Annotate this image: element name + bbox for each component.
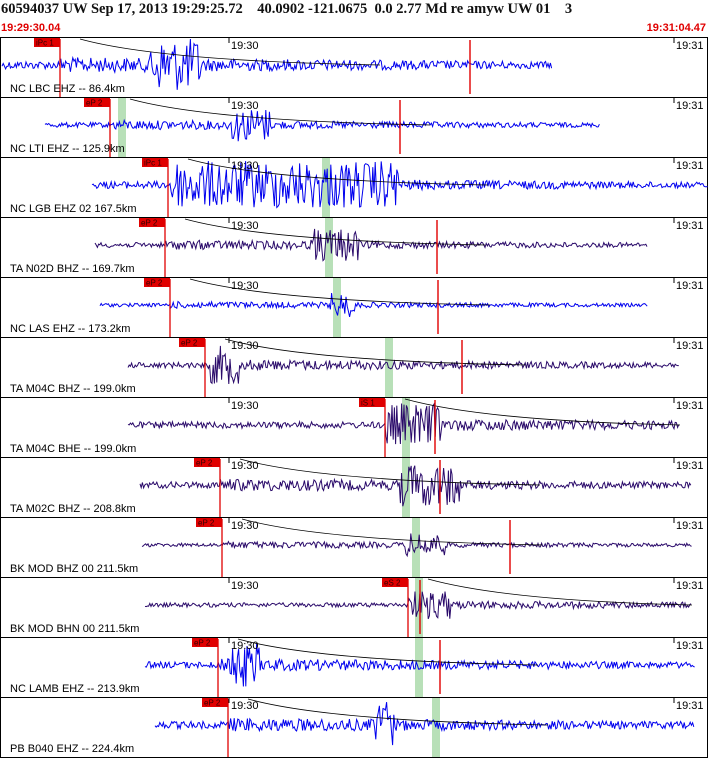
waveform-trace [44,109,600,142]
moveout-band [415,638,423,697]
coda-curve [247,698,549,726]
station-label: TA M04C BHZ -- 199.0km [10,383,136,395]
moveout-band [118,98,126,157]
event-title: 60594037 UW Sep 17, 2013 19:29:25.72 40.… [1,1,573,17]
waveform-trace [154,702,695,746]
time-tick-label: 19:30 [231,40,259,52]
pick-box [179,338,205,347]
pick-box [196,518,222,527]
pick-box [382,578,408,587]
coda-curve [79,38,381,66]
moveout-band [333,278,341,337]
waveform-trace [139,465,692,507]
station-label: NC LAS EHZ -- 173.2km [10,323,130,335]
station-label: NC LTI EHZ -- 125.9km [10,143,125,155]
time-tick-label: 19:31 [676,700,704,712]
coda-curve [187,158,489,186]
pick-box [144,278,170,287]
time-tick-label: 19:30 [231,340,259,352]
time-tick-label: 19:31 [676,460,704,472]
station-label: NC LBC EHZ -- 86.4km [10,83,125,95]
time-tick-label: 19:31 [676,640,704,652]
pick-label: eP 2 [196,459,213,468]
waveform-trace [144,591,692,620]
time-tick-label: 19:30 [231,700,259,712]
pick-box [139,218,165,227]
waveform-trace [141,533,692,558]
coda-curve [189,278,491,306]
pick-label: eP 2 [181,339,198,348]
moveout-band [432,698,440,757]
seismogram-panel: iPc 1 19:30 19:31 NC LBC EHZ -- 86.4km eP 2 1… [0,37,708,758]
station-label: TA M02C BHZ -- 208.8km [10,503,136,515]
coda-curve [237,638,539,666]
time-tick-label: 19:30 [231,580,259,592]
pick-label: iS 1 [361,399,375,408]
waveform-trace [127,402,680,445]
pick-label: eS 2 [384,579,401,588]
pick-box [192,638,218,647]
station-label: NC LGB EHZ 02 167.5km [10,203,137,215]
coda-curve [239,458,541,486]
waveform-trace [127,345,679,385]
waveform-trace [99,292,648,318]
station-label: BK MOD BHZ 00 211.5km [10,563,138,575]
pick-label: eP 2 [146,279,163,288]
pick-label: iPc 1 [144,159,162,168]
moveout-band [322,158,330,217]
station-label: TA N02D BHZ -- 169.7km [10,263,135,275]
moveout-band [402,458,410,517]
time-tick-label: 19:31 [676,520,704,532]
header: 60594037 UW Sep 17, 2013 19:29:25.72 40.… [0,0,708,38]
pick-label: iPc 1 [36,39,54,48]
pick-label: eP 2 [86,99,103,108]
coda-curve [224,338,526,366]
time-tick-label: 19:31 [676,340,704,352]
pick-box [84,98,110,107]
time-tick-label: 19:30 [231,400,259,412]
time-tick-label: 19:31 [676,220,704,232]
time-tick-label: 19:31 [676,100,704,112]
time-tick-label: 19:30 [231,220,259,232]
pick-box [202,698,228,707]
coda-curve [129,98,431,126]
waveform-trace [144,643,695,687]
time-tick-label: 19:31 [676,400,704,412]
pick-box [142,158,168,167]
waveform-trace [1,38,553,90]
pick-label: eP 2 [194,639,211,648]
end-time: 19:31:04.47 [646,22,706,34]
time-tick-label: 19:31 [676,40,704,52]
coda-curve [427,578,693,606]
time-tick-label: 19:30 [231,160,259,172]
coda-curve [184,218,486,246]
station-label: BK MOD BHN 00 211.5km [10,623,139,635]
time-tick-label: 19:30 [231,280,259,292]
time-tick-label: 19:30 [231,640,259,652]
pick-label: eP 2 [198,519,215,528]
time-tick-label: 19:31 [676,580,704,592]
station-label: TA M04C BHE -- 199.0km [10,443,136,455]
time-tick-label: 19:30 [231,100,259,112]
waveform-trace [91,161,708,209]
coda-curve [404,398,681,426]
pick-box [359,398,385,407]
time-tick-label: 19:31 [676,280,704,292]
time-tick-label: 19:30 [231,460,259,472]
pick-box [34,38,60,47]
time-tick-label: 19:31 [676,160,704,172]
start-time: 19:29:30.04 [1,22,61,34]
coda-curve [241,518,543,546]
pick-label: eP 2 [204,699,221,708]
pick-label: eP 2 [141,219,158,228]
station-label: NC LAMB EHZ -- 213.9km [10,683,140,695]
station-label: PB B040 EHZ -- 224.4km [10,743,134,755]
moveout-band [325,218,333,277]
waveform-trace [94,228,648,262]
pick-box [194,458,220,467]
time-tick-label: 19:30 [231,520,259,532]
